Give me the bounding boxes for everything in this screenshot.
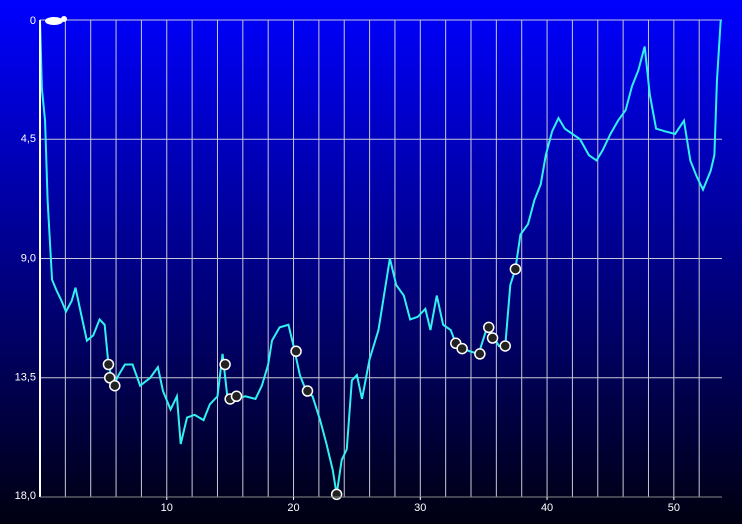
depth-line (39, 19, 722, 495)
diver-icon (45, 16, 67, 25)
x-tick-label: 50 (668, 502, 680, 514)
x-tick-label: 40 (541, 502, 553, 514)
y-tick-label: 4,5 (21, 133, 36, 145)
event-marker (301, 385, 314, 397)
event-marker (290, 345, 302, 357)
event-marker (103, 372, 116, 384)
event-marker (330, 488, 343, 501)
x-tick-label: 20 (287, 502, 299, 514)
event-marker (486, 332, 499, 344)
event-marker (230, 390, 243, 403)
y-tick-label: 0 (30, 15, 36, 27)
event-marker (456, 342, 468, 355)
y-tick-label: 13,5 (15, 372, 36, 384)
event-marker (219, 358, 231, 371)
event-marker (102, 358, 115, 371)
event-marker (483, 321, 495, 334)
event-marker (499, 340, 511, 352)
x-tick-label: 10 (161, 502, 173, 514)
x-tick-label: 30 (414, 502, 426, 514)
event-marker (474, 348, 486, 360)
y-tick-label: 9,0 (21, 252, 36, 264)
event-marker (509, 263, 522, 275)
event-marker (109, 379, 121, 392)
y-tick-label: 18,0 (15, 490, 36, 502)
plot (39, 19, 722, 501)
